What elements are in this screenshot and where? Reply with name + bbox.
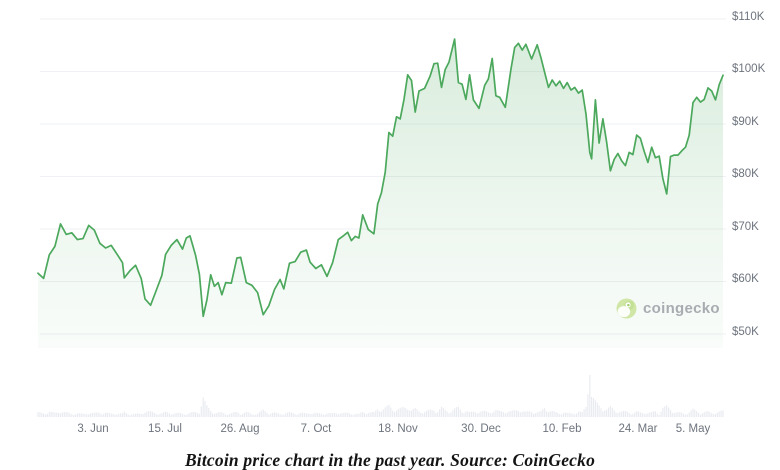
y-axis-label: $70K xyxy=(732,221,759,233)
watermark-label: coingecko xyxy=(643,300,720,317)
x-axis-label: 30. Dec xyxy=(461,423,501,435)
x-axis-label: 18. Nov xyxy=(378,423,418,435)
coingecko-watermark: coingecko xyxy=(616,298,720,319)
figure-caption: Bitcoin price chart in the past year. So… xyxy=(184,450,596,470)
x-axis-label: 5. May xyxy=(675,423,711,435)
price-area-fill xyxy=(38,39,723,348)
y-axis-label: $100K xyxy=(732,63,766,75)
x-axis-label: 24. Mar xyxy=(618,423,658,435)
price-line xyxy=(37,38,724,318)
y-axis-label: $50K xyxy=(732,326,759,338)
y-axis-label: $110K xyxy=(732,11,765,23)
y-axis-label: $60K xyxy=(732,273,759,285)
y-axis-label: $80K xyxy=(732,168,759,180)
x-axis-label: 3. Jun xyxy=(77,423,109,435)
x-axis-label: 26. Aug xyxy=(220,423,260,435)
gecko-icon xyxy=(616,298,637,319)
y-axis-label: $90K xyxy=(732,116,759,128)
x-axis-label: 7. Oct xyxy=(300,423,332,435)
x-axis-label: 10. Feb xyxy=(542,423,582,435)
volume-bars xyxy=(37,375,724,417)
x-axis-label: 15. Jul xyxy=(148,423,182,435)
